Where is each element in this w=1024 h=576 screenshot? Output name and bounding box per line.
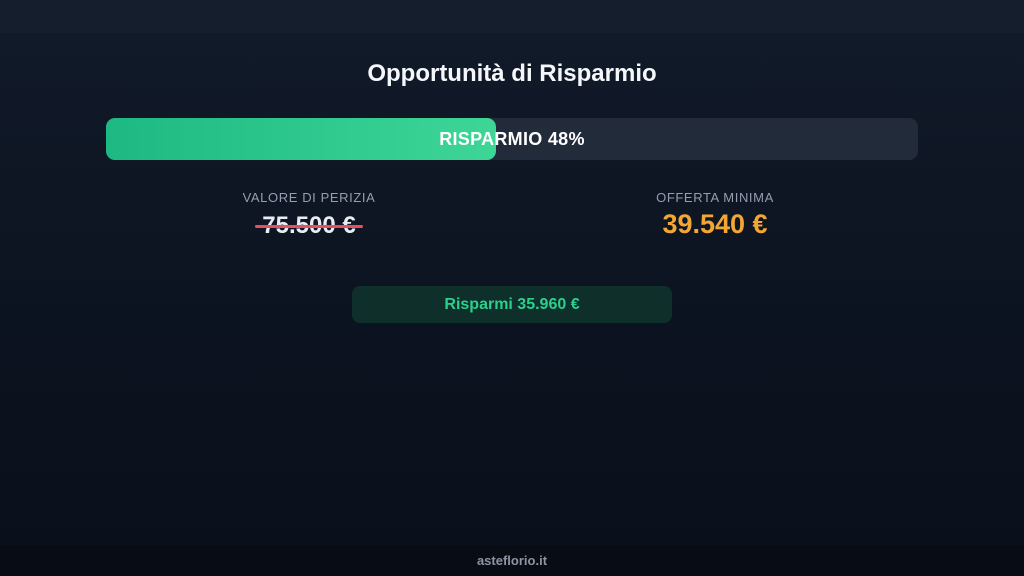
footer-site-name: asteflorio.it (476, 553, 548, 568)
savings-badge: Risparmi 35.960 € (352, 286, 672, 323)
page-title: Opportunità di Risparmio (367, 60, 657, 87)
footer: asteflorio.it (0, 545, 1024, 576)
appraisal-label: VALORE DI PERIZIA (242, 190, 376, 205)
minimum-offer-value: 39.540 € (662, 209, 768, 239)
savings-section: Opportunità di Risparmio RISPARMIO 48% V… (0, 33, 1024, 545)
value-columns: VALORE DI PERIZIA 75.500 € OFFERTA MINIM… (106, 190, 918, 241)
minimum-offer-label: OFFERTA MINIMA (656, 190, 774, 205)
minimum-offer-column: OFFERTA MINIMA 39.540 € (512, 190, 918, 241)
top-band (0, 0, 1024, 33)
badge-row: Risparmi 35.960 € (106, 286, 918, 323)
savings-progress-bar: RISPARMIO 48% (106, 118, 918, 160)
strikethrough-line (255, 224, 363, 228)
content-container: Opportunità di Risparmio RISPARMIO 48% V… (106, 33, 918, 323)
progress-fill (106, 118, 496, 160)
appraisal-value-wrap: 75.500 € (255, 211, 363, 240)
progress-label: RISPARMIO 48% (439, 128, 585, 149)
appraisal-column: VALORE DI PERIZIA 75.500 € (106, 190, 512, 241)
